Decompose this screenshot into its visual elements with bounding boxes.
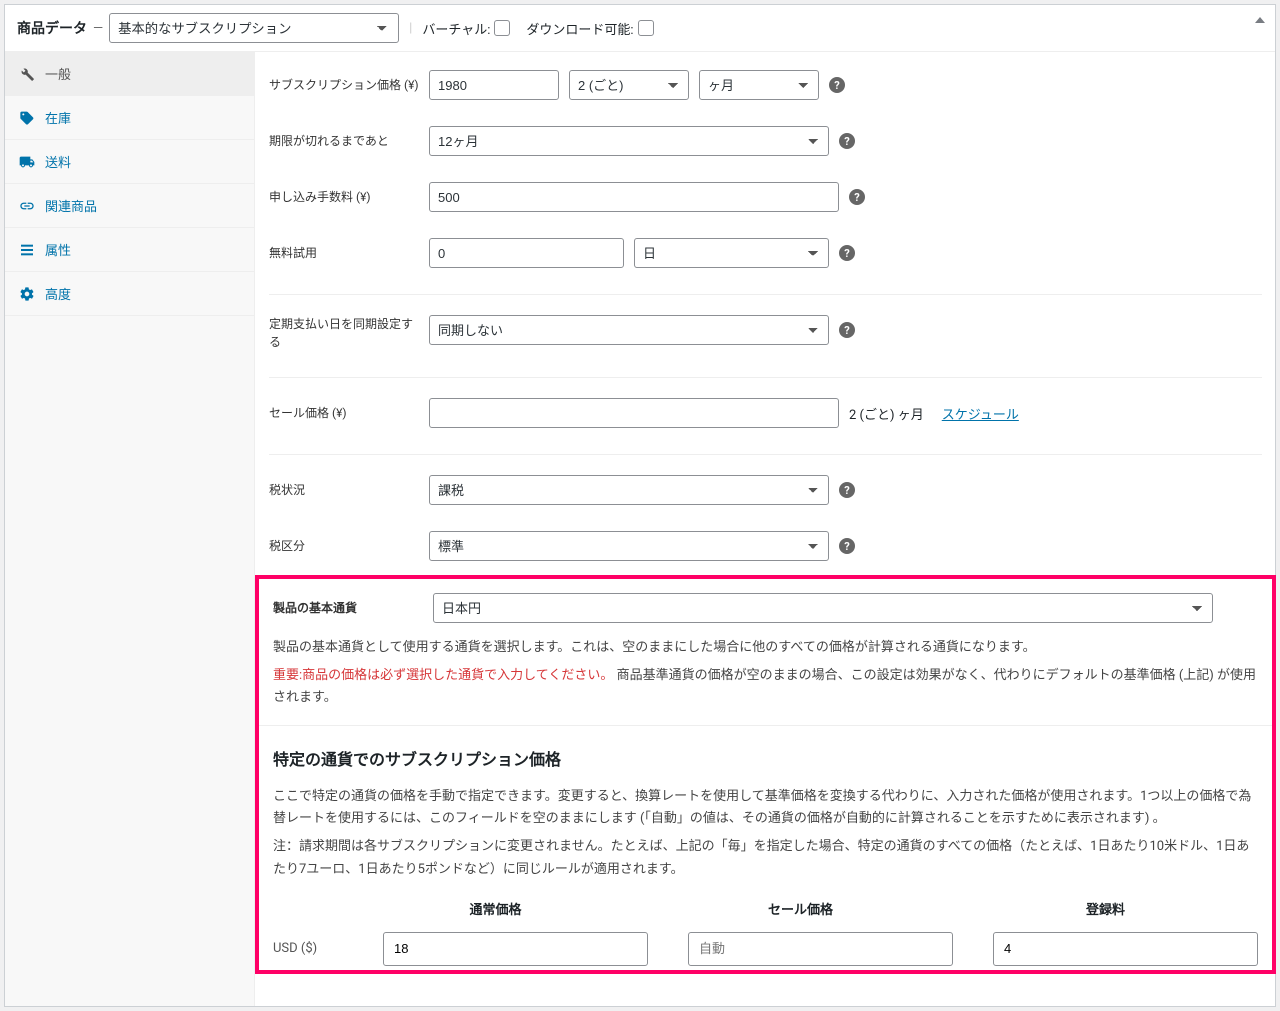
sync-label: 定期支払い日を同期設定する bbox=[269, 315, 419, 351]
help-icon[interactable]: ? bbox=[839, 133, 855, 149]
currency-price-table: 通常価格 セール価格 登録料 USD ($) bbox=[273, 899, 1258, 966]
subscription-price-label: サブスクリプション価格 (¥) bbox=[269, 76, 419, 94]
col-regular: 通常価格 bbox=[363, 899, 628, 918]
dash: — bbox=[93, 21, 103, 36]
header-divider: | bbox=[409, 21, 412, 36]
tab-label: 一般 bbox=[45, 64, 71, 83]
tab-attributes[interactable]: 属性 bbox=[5, 228, 254, 272]
divider bbox=[269, 377, 1262, 378]
section-divider bbox=[259, 725, 1272, 726]
subscription-price-input[interactable] bbox=[429, 70, 559, 100]
sync-select[interactable]: 同期しない bbox=[429, 315, 829, 345]
tab-label: 高度 bbox=[45, 284, 71, 303]
help-icon[interactable]: ? bbox=[839, 482, 855, 498]
currency-pricing-desc2: 注：請求期間は各サブスクリプションに変更されません。たとえば、上記の「毎」を指定… bbox=[273, 836, 1258, 880]
tax-class-select[interactable]: 標準 bbox=[429, 531, 829, 561]
base-currency-row: 製品の基本通貨 日本円 bbox=[273, 593, 1258, 623]
regular-price-usd-input[interactable] bbox=[383, 932, 648, 966]
base-currency-label: 製品の基本通貨 bbox=[273, 599, 423, 617]
help-icon[interactable]: ? bbox=[829, 77, 845, 93]
billing-period-select[interactable]: ヶ月 bbox=[699, 70, 819, 100]
schedule-link[interactable]: スケジュール bbox=[942, 404, 1019, 423]
tab-label: 属性 bbox=[45, 240, 71, 259]
tab-shipping[interactable]: 送料 bbox=[5, 140, 254, 184]
panel-header: 商品データ — 基本的なサブスクリプション | バーチャル: ダウンロード可能: bbox=[5, 5, 1275, 52]
currency-pricing-title: 特定の通貨でのサブスクリプション価格 bbox=[273, 746, 1258, 770]
gear-icon bbox=[19, 286, 35, 302]
tab-label: 関連商品 bbox=[45, 196, 97, 215]
sale-price-usd-input[interactable] bbox=[688, 932, 953, 966]
base-currency-desc: 製品の基本通貨として使用する通貨を選択します。これは、空のままにした場合に他のす… bbox=[273, 637, 1258, 659]
sale-interval-text: 2 (ごと) ヶ月 bbox=[849, 404, 924, 423]
tax-status-label: 税状況 bbox=[269, 481, 419, 499]
truck-icon bbox=[19, 154, 35, 170]
product-type-select[interactable]: 基本的なサブスクリプション bbox=[109, 13, 399, 43]
sale-price-row: セール価格 (¥) 2 (ごと) ヶ月 スケジュール bbox=[269, 398, 1262, 428]
product-data-panel: 商品データ — 基本的なサブスクリプション | バーチャル: ダウンロード可能:… bbox=[4, 4, 1276, 1007]
free-trial-input[interactable] bbox=[429, 238, 624, 268]
help-icon[interactable]: ? bbox=[839, 322, 855, 338]
virtual-checkbox[interactable] bbox=[494, 20, 510, 36]
wrench-icon bbox=[19, 66, 35, 82]
signup-fee-row: 申し込み手数料 (¥) ? bbox=[269, 182, 1262, 212]
virtual-label: バーチャル: bbox=[422, 19, 490, 38]
tax-class-row: 税区分 標準 ? bbox=[269, 531, 1262, 561]
tax-class-label: 税区分 bbox=[269, 537, 419, 555]
downloadable-label-wrap: ダウンロード可能: bbox=[526, 19, 653, 38]
currency-pricing-desc1: ここで特定の通貨の価格を手動で指定できます。変更すると、換算レートを使用して基準… bbox=[273, 786, 1258, 830]
expire-select[interactable]: 12ヶ月 bbox=[429, 126, 829, 156]
help-icon[interactable]: ? bbox=[839, 538, 855, 554]
expire-row: 期限が切れるまであと 12ヶ月 ? bbox=[269, 126, 1262, 156]
subscription-price-row: サブスクリプション価格 (¥) 2 (ごと) ヶ月 ? bbox=[269, 70, 1262, 100]
col-signup: 登録料 bbox=[973, 899, 1238, 918]
tax-status-select[interactable]: 課税 bbox=[429, 475, 829, 505]
tab-general[interactable]: 一般 bbox=[5, 52, 254, 96]
panel-title: 商品データ bbox=[17, 18, 87, 38]
signup-fee-input[interactable] bbox=[429, 182, 839, 212]
divider bbox=[269, 294, 1262, 295]
collapse-toggle-icon[interactable] bbox=[1255, 17, 1265, 23]
price-table-head: 通常価格 セール価格 登録料 bbox=[273, 899, 1258, 918]
expire-label: 期限が切れるまであと bbox=[269, 132, 419, 150]
signup-fee-usd-input[interactable] bbox=[993, 932, 1258, 966]
divider bbox=[269, 454, 1262, 455]
sale-price-input[interactable] bbox=[429, 398, 839, 428]
free-trial-row: 無料試用 日 ? bbox=[269, 238, 1262, 268]
downloadable-label: ダウンロード可能: bbox=[526, 19, 633, 38]
tab-content: サブスクリプション価格 (¥) 2 (ごと) ヶ月 ? 期限が切れるまであと 1… bbox=[255, 52, 1276, 1006]
panel-body: 一般 在庫 送料 関連商品 属性 高度 bbox=[5, 52, 1275, 1006]
free-trial-label: 無料試用 bbox=[269, 244, 419, 262]
tab-advanced[interactable]: 高度 bbox=[5, 272, 254, 316]
sync-row: 定期支払い日を同期設定する 同期しない ? bbox=[269, 315, 1262, 351]
tab-inventory[interactable]: 在庫 bbox=[5, 96, 254, 140]
downloadable-checkbox[interactable] bbox=[638, 20, 654, 36]
currency-highlight-box: 製品の基本通貨 日本円 製品の基本通貨として使用する通貨を選択します。これは、空… bbox=[255, 575, 1276, 974]
product-data-tabs: 一般 在庫 送料 関連商品 属性 高度 bbox=[5, 52, 255, 1006]
signup-fee-label: 申し込み手数料 (¥) bbox=[269, 188, 419, 206]
list-icon bbox=[19, 242, 35, 258]
price-row-usd: USD ($) bbox=[273, 932, 1258, 966]
tab-label: 送料 bbox=[45, 152, 71, 171]
col-sale: セール価格 bbox=[668, 899, 933, 918]
tab-linked[interactable]: 関連商品 bbox=[5, 184, 254, 228]
virtual-label-wrap: バーチャル: bbox=[422, 19, 510, 38]
billing-interval-select[interactable]: 2 (ごと) bbox=[569, 70, 689, 100]
tax-status-row: 税状況 課税 ? bbox=[269, 475, 1262, 505]
tab-label: 在庫 bbox=[45, 108, 71, 127]
help-icon[interactable]: ? bbox=[839, 245, 855, 261]
warning-bold: 重要:商品の価格は必ず選択した通貨で入力してください。 bbox=[273, 668, 613, 683]
link-icon bbox=[19, 198, 35, 214]
free-trial-unit-select[interactable]: 日 bbox=[634, 238, 829, 268]
help-icon[interactable]: ? bbox=[849, 189, 865, 205]
base-currency-select[interactable]: 日本円 bbox=[433, 593, 1213, 623]
base-currency-warning: 重要:商品の価格は必ず選択した通貨で入力してください。 商品基準通貨の価格が空の… bbox=[273, 665, 1258, 709]
tag-icon bbox=[19, 110, 35, 126]
sale-price-label: セール価格 (¥) bbox=[269, 404, 419, 422]
currency-label-usd: USD ($) bbox=[273, 941, 343, 956]
